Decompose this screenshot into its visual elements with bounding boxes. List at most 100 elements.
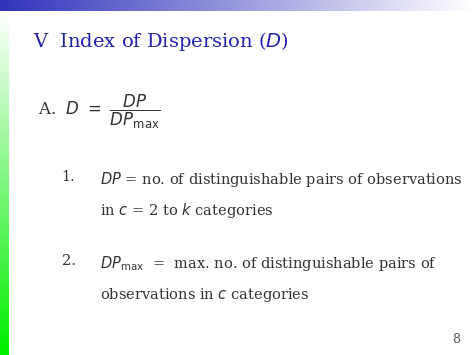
Bar bbox=[455, 0, 460, 11]
Bar bbox=[256, 0, 261, 11]
Bar bbox=[427, 0, 431, 11]
Bar bbox=[118, 0, 123, 11]
Bar bbox=[422, 0, 427, 11]
Bar bbox=[90, 0, 95, 11]
Bar bbox=[0, 290, 9, 293]
Bar bbox=[337, 0, 341, 11]
Bar bbox=[0, 314, 9, 317]
Bar bbox=[0, 22, 9, 25]
Bar bbox=[0, 128, 9, 132]
Bar bbox=[450, 0, 455, 11]
Bar bbox=[0, 351, 9, 355]
Bar bbox=[0, 248, 9, 252]
Bar bbox=[223, 0, 228, 11]
Bar bbox=[0, 262, 9, 266]
Bar bbox=[0, 104, 9, 108]
Bar bbox=[370, 0, 374, 11]
Bar bbox=[265, 0, 270, 11]
Bar bbox=[171, 0, 175, 11]
Bar bbox=[393, 0, 398, 11]
Bar bbox=[0, 235, 9, 238]
Bar bbox=[66, 0, 71, 11]
Bar bbox=[0, 304, 9, 307]
Bar bbox=[232, 0, 237, 11]
Bar bbox=[204, 0, 209, 11]
Bar bbox=[228, 0, 232, 11]
Bar bbox=[322, 0, 327, 11]
Bar bbox=[360, 0, 365, 11]
Bar bbox=[0, 97, 9, 101]
Text: $\mathit{DP}$ = no. of distinguishable pairs of observations: $\mathit{DP}$ = no. of distinguishable p… bbox=[100, 170, 462, 190]
Bar bbox=[327, 0, 332, 11]
Bar bbox=[0, 180, 9, 183]
Bar bbox=[209, 0, 213, 11]
Bar bbox=[261, 0, 265, 11]
Bar bbox=[0, 118, 9, 121]
Bar bbox=[0, 321, 9, 324]
Bar bbox=[0, 286, 9, 290]
Bar bbox=[284, 0, 289, 11]
Bar bbox=[289, 0, 294, 11]
Bar bbox=[0, 83, 9, 87]
Bar bbox=[237, 0, 242, 11]
Bar bbox=[0, 338, 9, 341]
Bar bbox=[308, 0, 313, 11]
Bar bbox=[0, 108, 9, 111]
Bar bbox=[374, 0, 379, 11]
Bar bbox=[0, 207, 9, 211]
Bar bbox=[0, 266, 9, 269]
Bar bbox=[0, 176, 9, 180]
Bar bbox=[0, 156, 9, 159]
Bar bbox=[0, 228, 9, 231]
Bar bbox=[0, 269, 9, 273]
Bar bbox=[0, 49, 9, 53]
Bar bbox=[57, 0, 62, 11]
Bar bbox=[33, 0, 38, 11]
Bar bbox=[0, 276, 9, 279]
Bar bbox=[356, 0, 360, 11]
Bar bbox=[38, 0, 43, 11]
Bar bbox=[379, 0, 384, 11]
Bar bbox=[0, 221, 9, 224]
Bar bbox=[81, 0, 85, 11]
Bar bbox=[0, 283, 9, 286]
Bar bbox=[0, 273, 9, 276]
Bar bbox=[0, 193, 9, 197]
Bar bbox=[318, 0, 322, 11]
Bar bbox=[152, 0, 156, 11]
Bar bbox=[0, 324, 9, 328]
Bar bbox=[0, 121, 9, 125]
Bar bbox=[100, 0, 104, 11]
Bar bbox=[109, 0, 114, 11]
Bar bbox=[0, 11, 9, 15]
Bar bbox=[460, 0, 465, 11]
Bar bbox=[0, 94, 9, 97]
Bar bbox=[0, 159, 9, 163]
Bar bbox=[104, 0, 109, 11]
Bar bbox=[0, 25, 9, 28]
Bar bbox=[19, 0, 24, 11]
Bar bbox=[398, 0, 403, 11]
Bar bbox=[156, 0, 161, 11]
Bar bbox=[0, 252, 9, 255]
Bar bbox=[0, 242, 9, 245]
Bar bbox=[0, 125, 9, 128]
Text: $\mathit{DP}_{\mathrm{max}}$  =  max. no. of distinguishable pairs of: $\mathit{DP}_{\mathrm{max}}$ = max. no. … bbox=[100, 254, 437, 273]
Bar bbox=[95, 0, 100, 11]
Text: A.  $\mathit{D}\ =\ \dfrac{\mathit{DP}}{\mathit{DP}_{\mathrm{max}}}$: A. $\mathit{D}\ =\ \dfrac{\mathit{DP}}{\… bbox=[38, 93, 161, 131]
Bar bbox=[123, 0, 128, 11]
Bar bbox=[0, 111, 9, 114]
Bar bbox=[0, 146, 9, 149]
Bar bbox=[0, 173, 9, 176]
Bar bbox=[47, 0, 52, 11]
Bar bbox=[0, 293, 9, 296]
Bar bbox=[0, 149, 9, 152]
Bar bbox=[313, 0, 318, 11]
Bar bbox=[0, 197, 9, 200]
Bar bbox=[0, 331, 9, 334]
Bar bbox=[441, 0, 446, 11]
Bar bbox=[14, 0, 19, 11]
Bar bbox=[0, 18, 9, 22]
Bar bbox=[85, 0, 90, 11]
Bar bbox=[0, 190, 9, 193]
